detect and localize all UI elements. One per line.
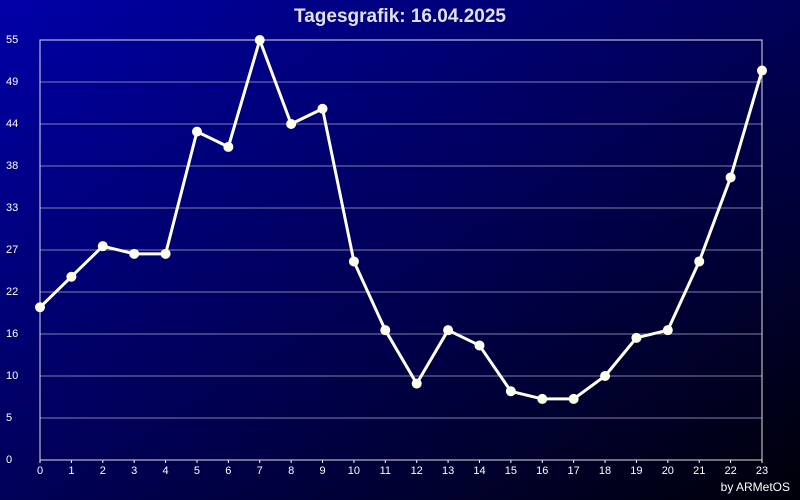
x-tick-label: 16 — [536, 465, 548, 477]
y-tick-label: 55 — [6, 34, 18, 46]
x-tick-label: 2 — [100, 465, 106, 477]
x-tick-label: 23 — [756, 465, 768, 477]
point — [631, 332, 642, 343]
x-tick-label: 15 — [505, 465, 517, 477]
x-tick-label: 17 — [568, 465, 580, 477]
point — [380, 325, 391, 336]
point — [757, 65, 767, 76]
x-tick-label: 10 — [348, 465, 360, 477]
point — [160, 248, 171, 259]
point — [694, 256, 705, 267]
point — [348, 256, 359, 267]
point — [35, 302, 45, 313]
x-tick-label: 9 — [319, 465, 325, 477]
point — [254, 35, 265, 45]
point — [97, 241, 108, 252]
point — [505, 386, 516, 397]
point — [317, 103, 328, 114]
x-tick-label: 12 — [411, 465, 423, 477]
y-tick-label: 0 — [6, 454, 12, 466]
x-tick-label: 5 — [194, 465, 200, 477]
y-tick-label: 16 — [6, 328, 18, 340]
x-tick-label: 22 — [724, 465, 736, 477]
point — [725, 172, 736, 183]
point — [568, 393, 579, 404]
point — [223, 141, 234, 152]
x-tick-label: 4 — [163, 465, 169, 477]
x-tick-label: 7 — [257, 465, 263, 477]
point — [411, 378, 422, 389]
y-tick-label: 33 — [6, 202, 18, 214]
y-tick-label: 5 — [6, 412, 12, 424]
point — [129, 248, 140, 259]
x-tick-label: 14 — [473, 465, 485, 477]
point — [443, 325, 454, 336]
y-tick-label: 27 — [6, 244, 18, 256]
x-tick-label: 19 — [630, 465, 642, 477]
chart-title: Tagesgrafik: 16.04.2025 — [294, 6, 506, 27]
point — [600, 371, 611, 381]
point — [474, 340, 485, 351]
x-tick-label: 0 — [37, 465, 43, 477]
y-tick-label: 22 — [6, 286, 18, 298]
x-tick-label: 1 — [68, 465, 74, 477]
point — [191, 126, 202, 137]
y-tick-label: 38 — [6, 160, 18, 172]
line — [38, 38, 764, 401]
x-tick-label: 11 — [380, 465, 391, 477]
point — [537, 393, 548, 404]
x-tick-label: 13 — [442, 465, 454, 477]
plot-frame — [39, 39, 763, 461]
y-tick-label: 44 — [6, 118, 18, 130]
point — [662, 325, 673, 336]
credit: by ARMetOS — [721, 480, 790, 494]
x-tick-label: 6 — [225, 465, 231, 477]
y-tick-label: 49 — [6, 76, 18, 88]
x-tick-label: 21 — [693, 465, 705, 477]
x-tick-label: 8 — [288, 465, 294, 477]
point — [286, 119, 297, 129]
point — [66, 271, 77, 282]
x-tick-label: 20 — [662, 465, 674, 477]
x-tick-label: 18 — [599, 465, 611, 477]
x-tick-label: 3 — [131, 465, 137, 477]
y-tick-label: 10 — [6, 370, 18, 382]
